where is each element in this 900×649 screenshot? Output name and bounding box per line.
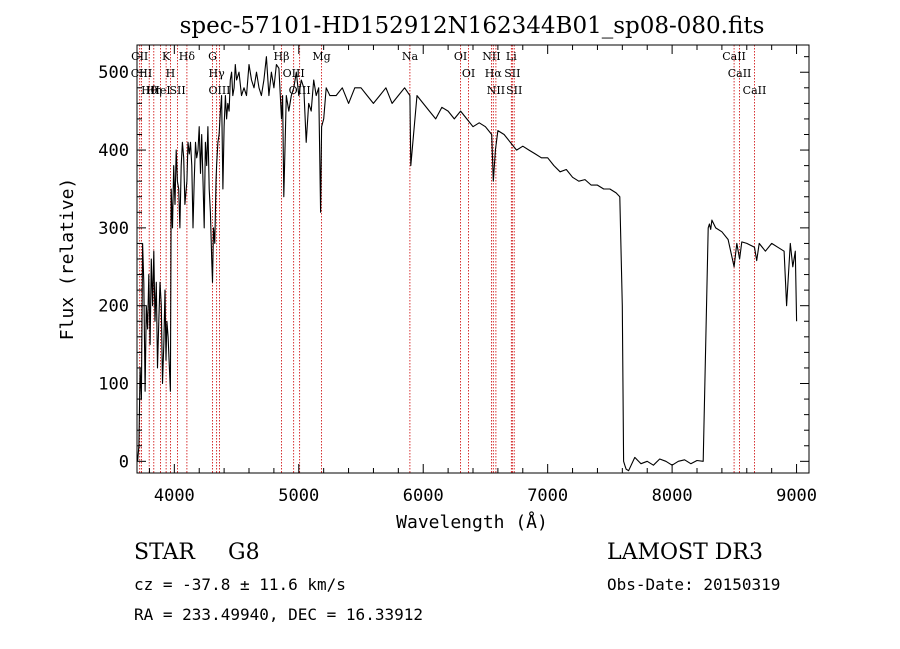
line-marker-label-24: SII bbox=[506, 84, 522, 97]
y-tick-label-1: 100 bbox=[98, 375, 129, 395]
line-marker-label-12: Hβ bbox=[274, 50, 290, 63]
line-marker-label-26: CaII bbox=[728, 67, 752, 80]
line-marker-label-25: CaII bbox=[722, 50, 746, 63]
line-marker-label-27: CaII bbox=[743, 84, 767, 97]
line-marker-label-9: G bbox=[208, 50, 217, 63]
y-tick-label-0: 0 bbox=[119, 452, 129, 472]
line-marker-label-19: NII bbox=[482, 50, 500, 63]
line-marker-label-3: Hη bbox=[146, 84, 162, 97]
line-marker-label-21: NII bbox=[487, 84, 505, 97]
y-axis-ticks: 0 100 200 300 400 500 bbox=[98, 56, 809, 472]
line-marker-label-13: OIII bbox=[283, 67, 305, 80]
line-marker-label-7: SII bbox=[169, 84, 185, 97]
x-tick-label-0: 4000 bbox=[154, 486, 195, 506]
x-axis-label: Wavelength (Å) bbox=[396, 511, 548, 533]
line-marker-label-5: K bbox=[162, 50, 171, 63]
y-tick-label-5: 500 bbox=[98, 63, 129, 83]
line-marker-label-2: Hθ bbox=[141, 84, 158, 97]
x-tick-label-4: 8000 bbox=[652, 486, 693, 506]
line-marker-label-8: Hδ bbox=[179, 50, 196, 63]
object-class: STAR bbox=[134, 540, 195, 565]
y-tick-label-4: 400 bbox=[98, 141, 129, 161]
line-marker-label-6: H bbox=[166, 67, 176, 80]
line-marker-label-4: HeI bbox=[150, 84, 170, 97]
redshift-cz: cz = -37.8 ± 11.6 km/s bbox=[134, 575, 346, 594]
x-tick-label-2: 6000 bbox=[403, 486, 444, 506]
x-tick-label-5: 9000 bbox=[776, 486, 817, 506]
subclass: G8 bbox=[228, 540, 260, 565]
spectrum-line bbox=[137, 56, 798, 472]
line-marker-label-20: Hα bbox=[485, 67, 503, 80]
line-marker-label-1: CIII bbox=[131, 67, 152, 80]
line-marker-label-10: Hγ bbox=[209, 67, 226, 80]
x-tick-label-1: 5000 bbox=[278, 486, 319, 506]
line-marker-label-22: Li bbox=[506, 50, 517, 63]
line-marker-label-23: SII bbox=[504, 67, 520, 80]
line-marker-label-16: Na bbox=[402, 50, 419, 63]
line-marker-label-18: OI bbox=[462, 67, 475, 80]
y-axis-label: Flux (relative) bbox=[57, 178, 78, 341]
y-tick-label-3: 300 bbox=[98, 219, 129, 239]
coordinates: RA = 233.49940, DEC = 16.33912 bbox=[134, 605, 423, 624]
x-tick-label-3: 7000 bbox=[527, 486, 568, 506]
observation-date: Obs-Date: 20150319 bbox=[607, 575, 781, 594]
plot-frame bbox=[136, 44, 810, 474]
spectral-line-markers bbox=[139, 45, 755, 473]
line-marker-label-17: OI bbox=[454, 50, 467, 63]
x-axis-ticks: 4000 5000 6000 7000 8000 9000 bbox=[148, 45, 817, 506]
line-marker-label-15: Mg bbox=[312, 50, 330, 63]
line-marker-label-11: OIII bbox=[208, 84, 230, 97]
y-tick-label-2: 200 bbox=[98, 297, 129, 317]
chart-title: spec-57101-HD152912N162344B01_sp08-080.f… bbox=[180, 13, 765, 39]
survey-name: LAMOST DR3 bbox=[607, 540, 763, 565]
